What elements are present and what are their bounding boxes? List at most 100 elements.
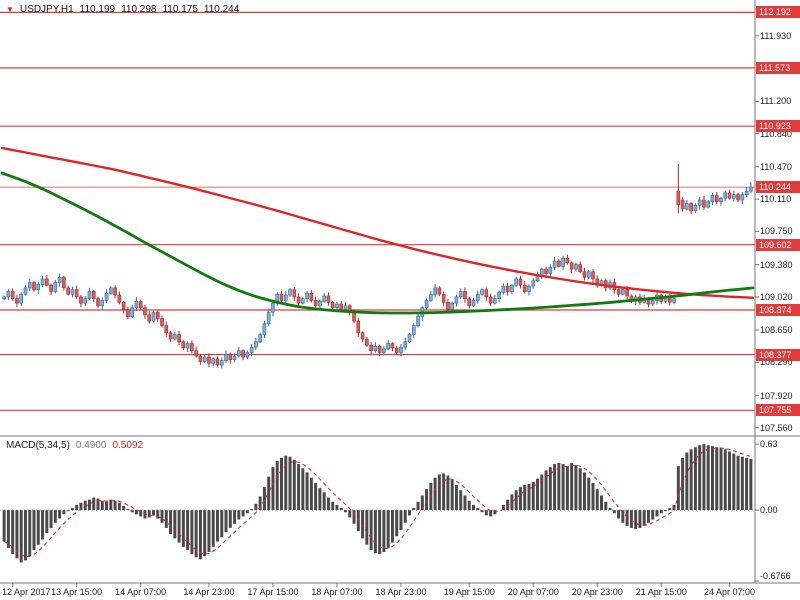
candle-body (130, 307, 134, 317)
candle-body (544, 268, 548, 274)
ohlc-close: 110.244 (203, 4, 240, 15)
candle-body (399, 346, 403, 353)
candle-body (471, 300, 476, 307)
candle-body (561, 258, 565, 267)
candle-body (463, 291, 467, 299)
candle-body (744, 190, 749, 195)
candle-body (228, 353, 233, 360)
ohlc-low: 110.175 (162, 4, 198, 15)
candle-body (582, 271, 587, 278)
candle-body (100, 300, 105, 307)
candle-body (369, 345, 373, 351)
candle-body (45, 278, 49, 286)
candle-body (322, 295, 326, 302)
candle-body (241, 350, 245, 358)
ohlc-open: 110.199 (79, 4, 116, 15)
candle-body (258, 334, 262, 343)
candle-body (693, 205, 698, 212)
candle-body (202, 356, 207, 362)
candle-body (335, 303, 339, 308)
candle-body (531, 280, 536, 287)
candle-body (104, 292, 109, 301)
candle-body (296, 296, 301, 304)
candle-body (245, 352, 250, 358)
candle-body (394, 347, 399, 353)
candle-body (510, 284, 514, 292)
candle-body (326, 295, 331, 303)
candle-body (497, 292, 501, 299)
candle-body (147, 314, 152, 322)
candle-body (702, 199, 706, 208)
candle-body (160, 318, 164, 326)
candle-body (390, 343, 395, 349)
candle-body (117, 294, 122, 303)
candle-body (411, 325, 416, 335)
candle-body (501, 285, 506, 293)
candle-body (96, 298, 100, 307)
candle-body (19, 293, 24, 304)
candle-body (731, 194, 736, 199)
candle-body (318, 301, 322, 307)
macd-value: 0.4900 (75, 440, 107, 451)
candle-body (697, 199, 702, 206)
candle-body (32, 282, 36, 291)
chart-header: ▼ USDJPY,H1 110.199 110.298 110.175 110.… (6, 4, 239, 15)
candle-body (266, 311, 271, 325)
candle-body (574, 264, 578, 270)
candle-body (10, 291, 15, 299)
candle-body (237, 350, 241, 357)
candle-body (177, 334, 181, 343)
candle-body (450, 302, 454, 310)
candle-body (164, 325, 169, 334)
candle-body (292, 289, 297, 298)
candle-body (437, 287, 442, 295)
candle-body (27, 282, 32, 289)
candle-body (151, 311, 156, 322)
candle-body (143, 307, 147, 316)
candle-body (591, 271, 595, 280)
candle-body (586, 271, 591, 278)
candle-body (249, 346, 254, 353)
candle-body (416, 316, 420, 326)
candle-body (706, 201, 710, 208)
candle-body (254, 341, 258, 348)
candle-body (727, 192, 732, 199)
candle-body (279, 293, 284, 301)
candle-body (66, 287, 70, 295)
candle-body (723, 192, 728, 199)
candle-body (484, 289, 489, 298)
candle-body (480, 289, 484, 295)
candle-body (685, 203, 689, 210)
candle-body (313, 300, 318, 307)
candle-body (719, 197, 723, 203)
candle-body (190, 343, 194, 351)
candle-body (458, 291, 463, 298)
macd-header: MACD(5,34,5) 0.4900 0.5092 (6, 440, 143, 451)
candle-body (232, 355, 237, 360)
candle-body (168, 332, 173, 340)
candle-body (552, 260, 557, 268)
candle-body (382, 348, 386, 353)
candle-body (109, 287, 113, 294)
candle-body (475, 293, 480, 301)
candle-body (578, 264, 582, 273)
candle-body (15, 298, 19, 304)
candle-body (441, 293, 446, 303)
candle-body (79, 296, 83, 304)
candle-body (539, 268, 544, 276)
candle-body (138, 301, 143, 308)
candle-body (309, 292, 314, 301)
candle-body (121, 301, 126, 310)
candle-body (527, 285, 531, 292)
candle-body (301, 298, 305, 304)
candle-body (83, 298, 88, 304)
candle-body (283, 294, 288, 301)
ma-slow-red-line (0, 146, 755, 299)
candle-body (676, 190, 681, 205)
candle-body (62, 276, 66, 289)
candle-body (224, 353, 228, 361)
candle-body (488, 296, 493, 304)
candle-body (288, 289, 292, 296)
candle-body (625, 289, 629, 297)
